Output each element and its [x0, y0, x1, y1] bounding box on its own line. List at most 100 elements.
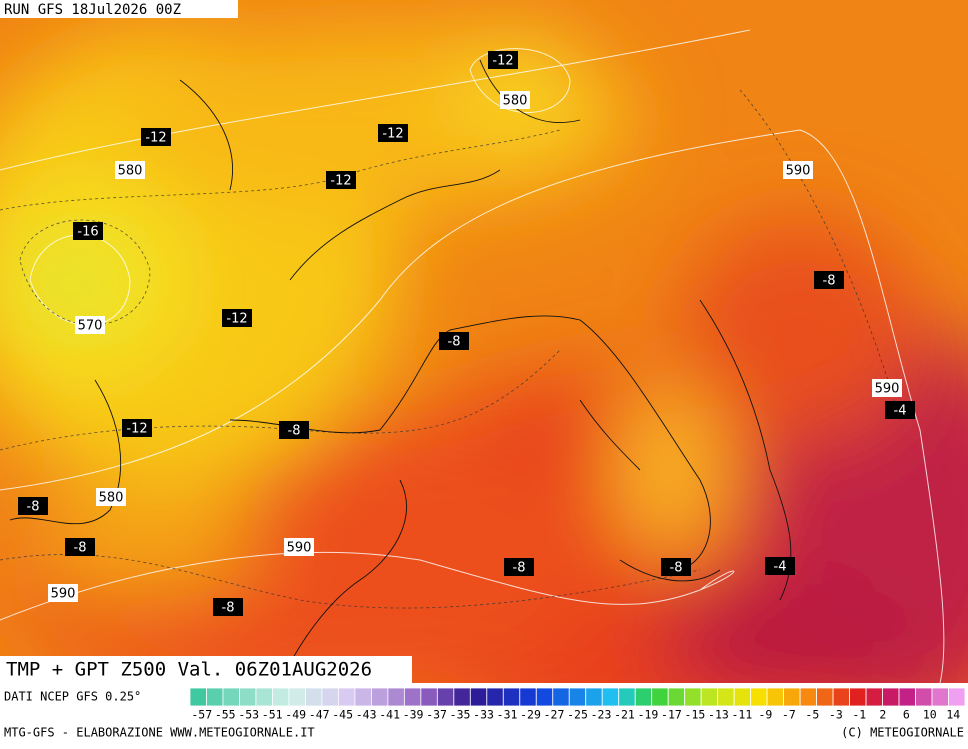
- label-text: 580: [118, 164, 143, 179]
- label-box: [765, 557, 795, 575]
- temperature-label: -12: [122, 419, 152, 437]
- colorbar-tick-label: -49: [285, 708, 306, 722]
- colorbar-swatch: [305, 687, 323, 707]
- colorbar-swatch: [733, 687, 752, 707]
- colorbar-swatch: [519, 687, 537, 707]
- colorbar-swatch: [783, 687, 801, 707]
- colorbar-tick-label: -55: [215, 708, 236, 722]
- colorbar-swatch: [387, 687, 405, 707]
- colorbar-tick-label: -19: [638, 708, 659, 722]
- label-box: [18, 497, 48, 515]
- colorbar-swatch: [684, 687, 702, 707]
- colorbar-tick-label: -21: [614, 708, 635, 722]
- height-label: 580: [500, 91, 530, 109]
- colorbar-tick-label: -51: [262, 708, 283, 722]
- label-text: -8: [288, 424, 301, 439]
- colorbar-tick-label: -33: [473, 708, 494, 722]
- label-text: -4: [894, 404, 907, 419]
- label-text: 580: [99, 491, 124, 506]
- colorbar-swatch: [585, 687, 603, 707]
- credit: MTG-GFS - ELABORAZIONE WWW.METEOGIORNALE…: [4, 726, 315, 740]
- label-text: -16: [77, 225, 98, 240]
- colorbar-tick-label: -7: [782, 708, 796, 722]
- temperature-label: -4: [885, 401, 915, 419]
- colorbar-swatch: [255, 687, 273, 707]
- label-text: -4: [774, 560, 787, 575]
- height-label: 570: [75, 316, 105, 334]
- colorbar-swatch: [189, 687, 207, 707]
- label-text: 590: [51, 587, 76, 602]
- temperature-label: -8: [504, 558, 534, 576]
- run-box: [0, 0, 238, 18]
- colorbar-swatch: [206, 687, 224, 707]
- label-box: [504, 558, 534, 576]
- colorbar-swatch: [799, 687, 817, 707]
- colorbar-swatch: [766, 687, 785, 707]
- colorbar-tick-label: 14: [946, 708, 960, 722]
- colorbar-tick-label: 2: [879, 708, 886, 722]
- colorbar-swatch: [338, 687, 356, 707]
- colorbar-tick-label: -17: [661, 708, 682, 722]
- label-text: -12: [382, 127, 403, 142]
- label-text: -8: [74, 541, 87, 556]
- temperature-label: -12: [326, 171, 356, 189]
- label-box: [488, 51, 518, 69]
- colorbar-swatch: [535, 687, 554, 707]
- colorbar-tick-label: -13: [708, 708, 729, 722]
- colorbar-swatch: [436, 687, 455, 707]
- colorbar-swatch: [700, 687, 719, 707]
- height-label: 590: [284, 538, 314, 556]
- colorbar-tick-label: -41: [379, 708, 400, 722]
- colorbar-swatch: [618, 687, 636, 707]
- data-source: DATI NCEP GFS 0.25°: [4, 690, 141, 704]
- temperature-label: -8: [661, 558, 691, 576]
- temperature-label: -16: [73, 222, 103, 240]
- colorbar-swatch: [750, 687, 768, 707]
- temperature-label: -8: [439, 332, 469, 350]
- title-box: [0, 656, 412, 684]
- label-text: 590: [287, 541, 312, 556]
- colorbar-tick-label: -3: [829, 708, 843, 722]
- colorbar-swatch: [321, 687, 339, 707]
- colorbar-swatch: [832, 687, 850, 707]
- label-box: [661, 558, 691, 576]
- label-box: [141, 128, 171, 146]
- label-text: 590: [875, 382, 900, 397]
- temperature-label: -4: [765, 557, 795, 575]
- colorbar-swatch: [651, 687, 669, 707]
- colorbar-tick-label: -9: [758, 708, 772, 722]
- colorbar-tick-label: 10: [923, 708, 937, 722]
- colorbar-tick-label: -15: [685, 708, 706, 722]
- colorbar-swatch: [403, 687, 422, 707]
- label-text: 590: [786, 164, 811, 179]
- height-label: 590: [783, 161, 813, 179]
- colorbar-swatch: [948, 687, 966, 707]
- colorbar-swatch: [354, 687, 372, 707]
- label-box: [885, 401, 915, 419]
- label-text: -12: [226, 312, 247, 327]
- colorbar-tick-label: -29: [520, 708, 541, 722]
- colorbar-tick-label: -23: [591, 708, 612, 722]
- colorbar: -57 -55 -53 -51 -49 -47 -45 -43 -41 -39 -37 -35 -33-…: [189, 687, 966, 722]
- run-label: RUN GFS 18Jul2026 00Z: [4, 2, 181, 18]
- label-box: [65, 538, 95, 556]
- colorbar-swatch: [486, 687, 504, 707]
- colorbar-swatch: [849, 687, 867, 707]
- temperature-label: -12: [378, 124, 408, 142]
- colorbar-tick-label: -27: [544, 708, 565, 722]
- colorbar-swatch: [453, 687, 471, 707]
- colorbar-tick-label: -5: [805, 708, 819, 722]
- colorbar-swatch: [568, 687, 587, 707]
- label-box: [284, 538, 314, 556]
- colorbar-swatch: [552, 687, 570, 707]
- label-box: [73, 222, 103, 240]
- label-box: [222, 309, 252, 327]
- label-text: -8: [27, 500, 40, 515]
- colorbar-swatch: [865, 687, 883, 707]
- colorbar-swatch: [931, 687, 949, 707]
- colorbar-swatch: [898, 687, 916, 707]
- label-box: [48, 584, 78, 602]
- map-title: TMP + GPT Z500 Val. 06Z01AUG2026: [6, 659, 372, 681]
